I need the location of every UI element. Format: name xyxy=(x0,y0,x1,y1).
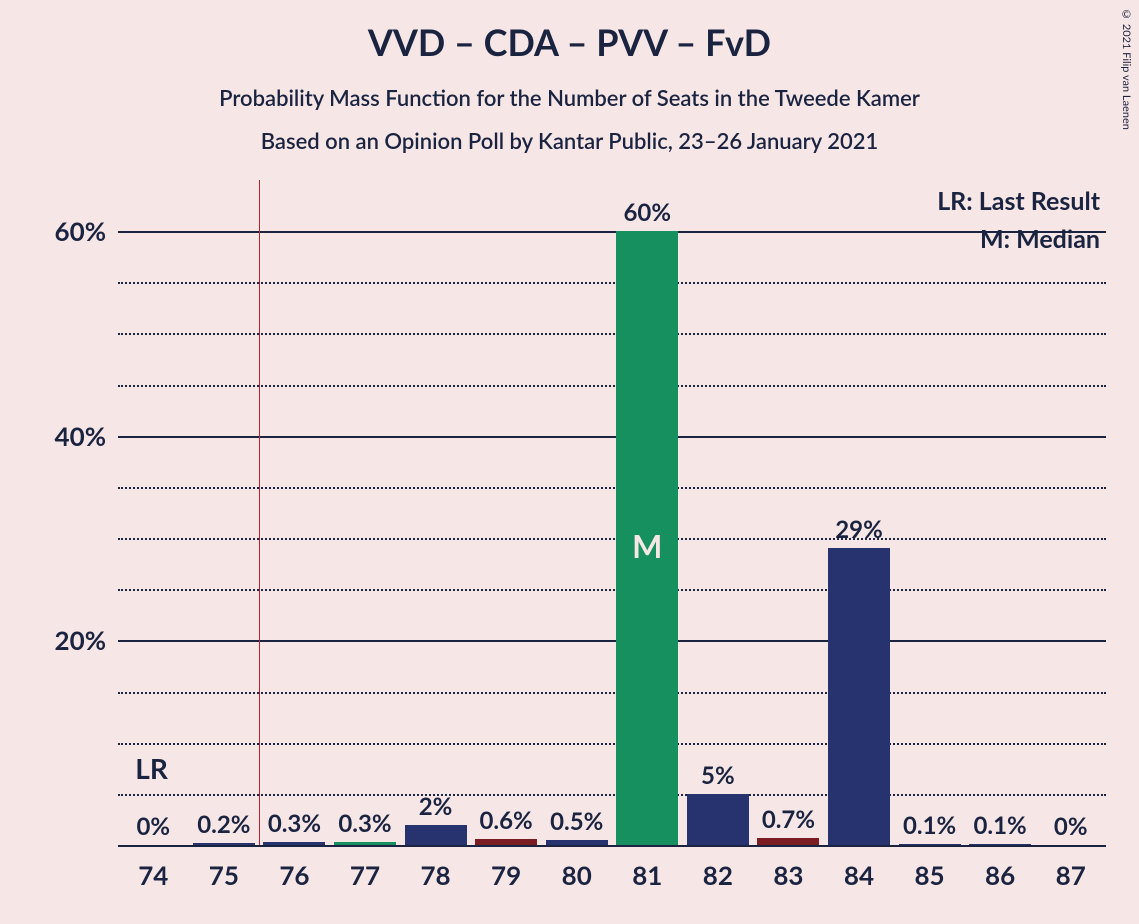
x-axis-tick-label: 82 xyxy=(703,845,733,891)
bar-value-label: 0.7% xyxy=(762,805,815,838)
bar: 5% xyxy=(687,794,749,845)
gridline-minor xyxy=(118,589,1106,591)
bar-value-label: 0.3% xyxy=(338,809,391,842)
gridline-minor xyxy=(118,385,1106,387)
x-axis-tick-label: 77 xyxy=(350,845,380,891)
chart-subtitle-2: Based on an Opinion Poll by Kantar Publi… xyxy=(0,119,1139,162)
x-axis-tick-label: 74 xyxy=(138,845,168,891)
lr-marker-label: LR xyxy=(135,751,168,785)
y-axis-tick-label: 20% xyxy=(55,624,118,656)
gridline-major xyxy=(118,231,1106,233)
x-axis-tick-label: 84 xyxy=(844,845,874,891)
legend-line-2: M: Median xyxy=(980,224,1100,254)
bar-value-label: 29% xyxy=(835,515,883,548)
bar-value-label: 0% xyxy=(136,812,170,845)
bar-value-label: 0.2% xyxy=(197,810,250,843)
legend-line-1: LR: Last Result xyxy=(937,186,1100,216)
chart-title: VVD – CDA – PVV – FvD xyxy=(0,0,1139,76)
gridline-major xyxy=(118,845,1106,847)
gridline-minor xyxy=(118,692,1106,694)
gridline-minor xyxy=(118,538,1106,540)
bar-value-label: 0.5% xyxy=(550,807,603,840)
bar-value-label: 0.3% xyxy=(268,809,321,842)
chart-plot-area: 20%40%60%0%740.2%750.3%760.3%772%780.6%7… xyxy=(118,180,1106,845)
median-marker: M xyxy=(632,526,662,565)
last-result-line xyxy=(259,180,260,845)
x-axis-tick-label: 86 xyxy=(985,845,1015,891)
gridline-minor xyxy=(118,794,1106,796)
bar-value-label: 0.1% xyxy=(903,811,956,844)
bar-value-label: 2% xyxy=(419,792,453,825)
gridline-minor xyxy=(118,487,1106,489)
gridline-minor xyxy=(118,333,1106,335)
bar-value-label: 0.6% xyxy=(480,806,533,839)
gridline-major xyxy=(118,436,1106,438)
x-axis-tick-label: 83 xyxy=(773,845,803,891)
bar: 0.7% xyxy=(757,838,819,845)
gridline-minor xyxy=(118,282,1106,284)
y-axis-tick-label: 60% xyxy=(55,215,118,247)
x-axis-tick-label: 81 xyxy=(632,845,662,891)
bar: 2% xyxy=(405,825,467,845)
bar-value-label: 0.1% xyxy=(974,811,1027,844)
bar-value-label: 0% xyxy=(1054,812,1088,845)
x-axis-tick-label: 87 xyxy=(1056,845,1086,891)
x-axis-tick-label: 78 xyxy=(420,845,450,891)
x-axis-tick-label: 80 xyxy=(562,845,592,891)
copyright-text: © 2021 Filip van Laenen xyxy=(1120,8,1133,130)
y-axis-tick-label: 40% xyxy=(55,420,118,452)
gridline-major xyxy=(118,640,1106,642)
bar: 60%M xyxy=(616,231,678,845)
gridline-minor xyxy=(118,743,1106,745)
chart-subtitle-1: Probability Mass Function for the Number… xyxy=(0,76,1139,119)
x-axis-tick-label: 76 xyxy=(279,845,309,891)
x-axis-tick-label: 75 xyxy=(209,845,239,891)
x-axis-tick-label: 85 xyxy=(914,845,944,891)
bar: 29% xyxy=(828,548,890,845)
bar-value-label: 5% xyxy=(701,761,735,794)
x-axis-tick-label: 79 xyxy=(491,845,521,891)
bar-value-label: 60% xyxy=(624,198,672,231)
